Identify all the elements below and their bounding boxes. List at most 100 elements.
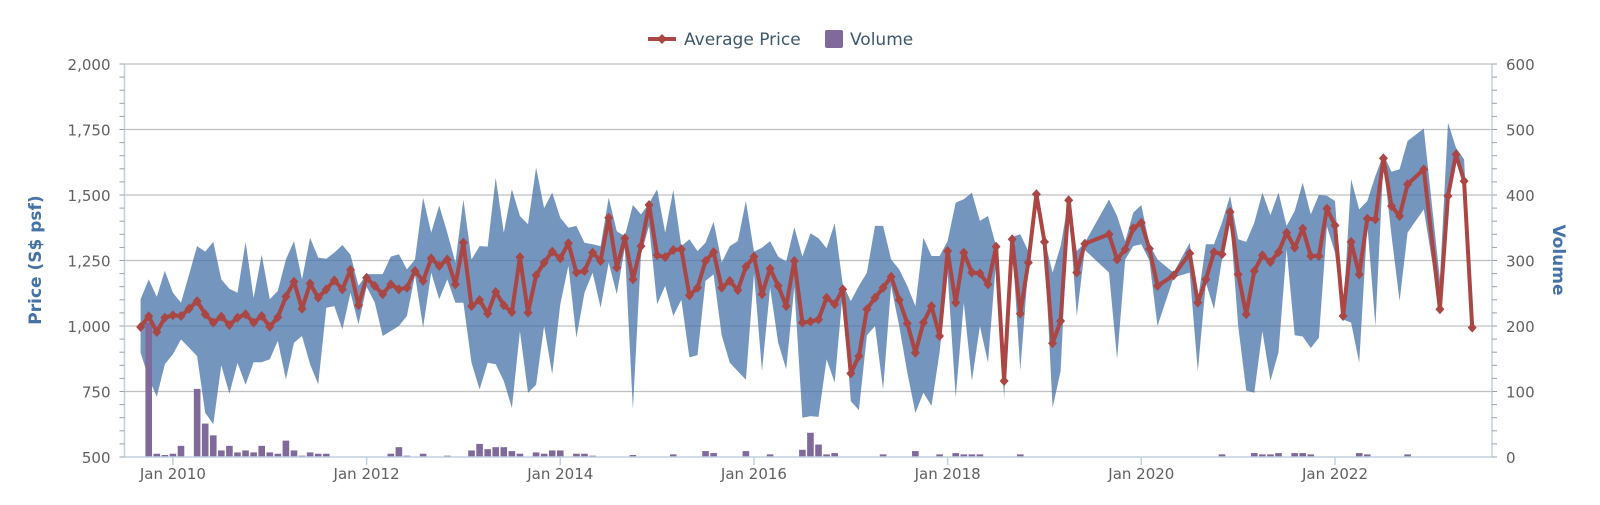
average-price-point[interactable] (894, 295, 904, 306)
average-price-point[interactable] (1007, 234, 1017, 245)
average-price-point[interactable] (1306, 251, 1316, 262)
average-price-point[interactable] (1274, 247, 1284, 258)
average-price-point[interactable] (329, 275, 339, 286)
average-price-point[interactable] (563, 238, 573, 249)
average-price-point[interactable] (1233, 269, 1243, 280)
average-price-point[interactable] (781, 301, 791, 312)
average-price-point[interactable] (547, 246, 557, 257)
average-price-point[interactable] (1354, 269, 1364, 280)
average-price-point[interactable] (596, 256, 606, 267)
average-price-point[interactable] (886, 271, 896, 282)
average-price-point[interactable] (692, 282, 702, 293)
average-price-point[interactable] (838, 284, 848, 295)
average-price-point[interactable] (1298, 223, 1308, 234)
average-price-point[interactable] (499, 300, 509, 311)
average-price-point[interactable] (983, 279, 993, 290)
average-price-point[interactable] (1112, 254, 1122, 265)
average-price-point[interactable] (1419, 164, 1429, 175)
average-price-point[interactable] (789, 256, 799, 267)
average-price-point[interactable] (144, 311, 154, 322)
average-price-point[interactable] (1152, 280, 1162, 291)
average-price-point[interactable] (491, 286, 501, 297)
average-price-point[interactable] (709, 247, 719, 258)
average-price-point[interactable] (208, 317, 218, 328)
average-price-point[interactable] (1257, 250, 1267, 261)
average-price-point[interactable] (475, 295, 485, 306)
average-price-point[interactable] (652, 250, 662, 261)
average-price-point[interactable] (701, 256, 711, 267)
average-price-point[interactable] (814, 314, 824, 325)
average-price-point[interactable] (1249, 265, 1259, 276)
average-price-point[interactable] (386, 279, 396, 290)
average-price-point[interactable] (1169, 270, 1179, 281)
average-price-point[interactable] (935, 330, 945, 341)
average-price-point[interactable] (531, 270, 541, 281)
average-price-point[interactable] (426, 253, 436, 264)
average-price-point[interactable] (1128, 223, 1138, 234)
average-price-point[interactable] (394, 284, 404, 295)
average-price-point[interactable] (321, 284, 331, 295)
average-price-point[interactable] (232, 312, 242, 323)
average-price-point[interactable] (1386, 201, 1396, 212)
average-price-point[interactable] (1451, 149, 1461, 160)
average-price-point[interactable] (224, 319, 234, 330)
average-price-point[interactable] (273, 312, 283, 323)
average-price-point[interactable] (1039, 236, 1049, 247)
average-price-point[interactable] (660, 252, 670, 263)
average-price-point[interactable] (354, 300, 364, 311)
average-price-point[interactable] (1031, 189, 1041, 200)
average-price-point[interactable] (999, 376, 1009, 387)
average-price-point[interactable] (168, 310, 178, 321)
average-price-point[interactable] (483, 308, 493, 319)
average-price-point[interactable] (1282, 227, 1292, 238)
average-price-point[interactable] (184, 303, 194, 314)
average-price-point[interactable] (1362, 213, 1372, 224)
average-price-point[interactable] (902, 318, 912, 329)
average-price-point[interactable] (1241, 309, 1251, 320)
average-price-point[interactable] (1120, 244, 1130, 255)
average-price-point[interactable] (1144, 243, 1154, 254)
average-price-point[interactable] (1459, 176, 1469, 187)
average-price-point[interactable] (402, 282, 412, 293)
average-price-point[interactable] (216, 311, 226, 322)
average-price-point[interactable] (797, 317, 807, 328)
average-price-point[interactable] (628, 274, 638, 285)
average-price-point[interactable] (289, 276, 299, 287)
average-price-point[interactable] (192, 296, 202, 307)
average-price-point[interactable] (765, 263, 775, 274)
average-price-point[interactable] (991, 241, 1001, 252)
average-price-point[interactable] (773, 280, 783, 291)
average-price-point[interactable] (1193, 297, 1203, 308)
average-price-point[interactable] (555, 253, 565, 264)
average-price-point[interactable] (458, 237, 468, 248)
average-price-point[interactable] (1265, 257, 1275, 268)
average-price-point[interactable] (676, 244, 686, 255)
average-price-point[interactable] (1048, 338, 1058, 349)
average-price-point[interactable] (830, 299, 840, 310)
average-price-point[interactable] (410, 265, 420, 276)
average-price-point[interactable] (265, 321, 275, 332)
average-price-point[interactable] (1064, 195, 1074, 206)
average-price-point[interactable] (620, 233, 630, 244)
average-price-point[interactable] (257, 311, 267, 322)
average-price-point[interactable] (588, 247, 598, 258)
average-price-point[interactable] (846, 368, 856, 379)
average-price-point[interactable] (918, 317, 928, 328)
average-price-point[interactable] (612, 262, 622, 273)
average-price-point[interactable] (636, 241, 646, 252)
average-price-point[interactable] (241, 309, 251, 320)
average-price-point[interactable] (878, 282, 888, 293)
average-price-point[interactable] (1225, 207, 1235, 218)
average-price-point[interactable] (733, 285, 743, 296)
average-price-point[interactable] (805, 316, 815, 327)
average-price-point[interactable] (1403, 179, 1413, 190)
legend-item-average-price[interactable]: Average Price (648, 30, 801, 50)
average-price-point[interactable] (507, 307, 517, 318)
legend-item-volume[interactable]: Volume (825, 30, 913, 50)
average-price-point[interactable] (644, 199, 654, 210)
average-price-point[interactable] (1330, 220, 1340, 231)
average-price-point[interactable] (418, 275, 428, 286)
average-price-point[interactable] (1346, 236, 1356, 247)
average-price-point[interactable] (1435, 304, 1445, 315)
average-price-point[interactable] (1443, 191, 1453, 202)
